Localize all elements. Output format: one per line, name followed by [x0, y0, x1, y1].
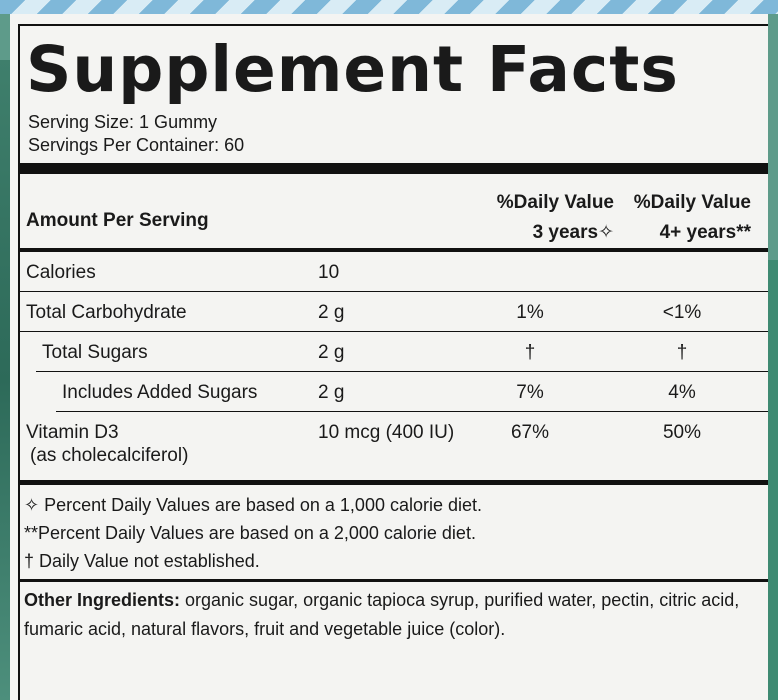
- serving-info: Serving Size: 1 Gummy Servings Per Conta…: [28, 111, 768, 157]
- nutrient-dv-4: 4%: [668, 382, 696, 403]
- column-header: Amount Per Serving %Daily Value 3 years✧…: [20, 174, 768, 252]
- table-row: Total Carbohydrate 2 g 1% <1%: [20, 292, 768, 332]
- footnote: **Percent Daily Values are based on a 2,…: [24, 523, 476, 543]
- nutrient-name: Total Sugars: [42, 342, 148, 363]
- divider-medium: [20, 579, 768, 582]
- nutrient-amount: 2 g: [318, 382, 345, 403]
- dv-4-years-header: %Daily Value 4+ years**: [615, 188, 751, 248]
- nutrient-name: Includes Added Sugars: [62, 382, 258, 403]
- footnotes: ✧ Percent Daily Values are based on a 1,…: [24, 491, 768, 575]
- packaging-edge-top: [0, 0, 778, 14]
- nutrient-dv-3: †: [524, 342, 536, 363]
- other-ingredients-text: organic sugar, organic tapioca syrup, pu…: [24, 590, 740, 639]
- servings-per-container: Servings Per Container: 60: [28, 135, 245, 155]
- other-ingredients-label: Other Ingredients:: [24, 590, 181, 610]
- nutrient-amount: 10: [318, 262, 340, 283]
- other-ingredients: Other Ingredients: organic sugar, organi…: [24, 586, 768, 644]
- dv-4-line1: %Daily Value: [633, 192, 751, 213]
- table-row: Vitamin D3 (as cholecalciferol) 10 mcg (…: [20, 412, 768, 480]
- nutrient-dv-3: 1%: [516, 302, 544, 323]
- nutrient-dv-4: †: [676, 342, 688, 363]
- nutrient-amount: 10 mcg (400 IU): [318, 422, 455, 443]
- dv-3-line2: 3 years✧: [532, 222, 614, 243]
- supplement-facts-label: Supplement Facts Serving Size: 1 Gummy S…: [10, 14, 768, 700]
- nutrient-dv-3: 7%: [516, 382, 544, 403]
- nutrient-dv-3: 67%: [510, 422, 550, 443]
- nutrient-subname: (as cholecalciferol): [30, 445, 189, 466]
- facts-title: Supplement Facts: [26, 33, 679, 106]
- dv-3-line1: %Daily Value: [496, 192, 614, 213]
- nutrient-name: Total Carbohydrate: [26, 302, 187, 323]
- divider-medium: [20, 480, 768, 485]
- dv-4-line2: 4+ years**: [659, 222, 751, 243]
- table-row: Calories 10: [20, 252, 768, 292]
- nutrient-name: Vitamin D3: [26, 422, 119, 443]
- nutrient-dv-4: <1%: [662, 302, 702, 323]
- dv-3-years-header: %Daily Value 3 years✧: [464, 188, 614, 248]
- divider-thick: [20, 163, 768, 174]
- amount-per-serving-label: Amount Per Serving: [26, 210, 209, 231]
- nutrient-name: Calories: [26, 262, 96, 283]
- facts-panel: Supplement Facts Serving Size: 1 Gummy S…: [18, 24, 768, 700]
- footnote: ✧ Percent Daily Values are based on a 1,…: [24, 495, 483, 515]
- footnote: † Daily Value not established.: [24, 551, 260, 571]
- nutrient-amount: 2 g: [318, 302, 345, 323]
- serving-size: Serving Size: 1 Gummy: [28, 112, 218, 132]
- table-row: Includes Added Sugars 2 g 7% 4%: [56, 372, 768, 412]
- nutrient-dv-4: 50%: [662, 422, 702, 443]
- table-row: Total Sugars 2 g † †: [36, 332, 768, 372]
- nutrient-amount: 2 g: [318, 342, 345, 363]
